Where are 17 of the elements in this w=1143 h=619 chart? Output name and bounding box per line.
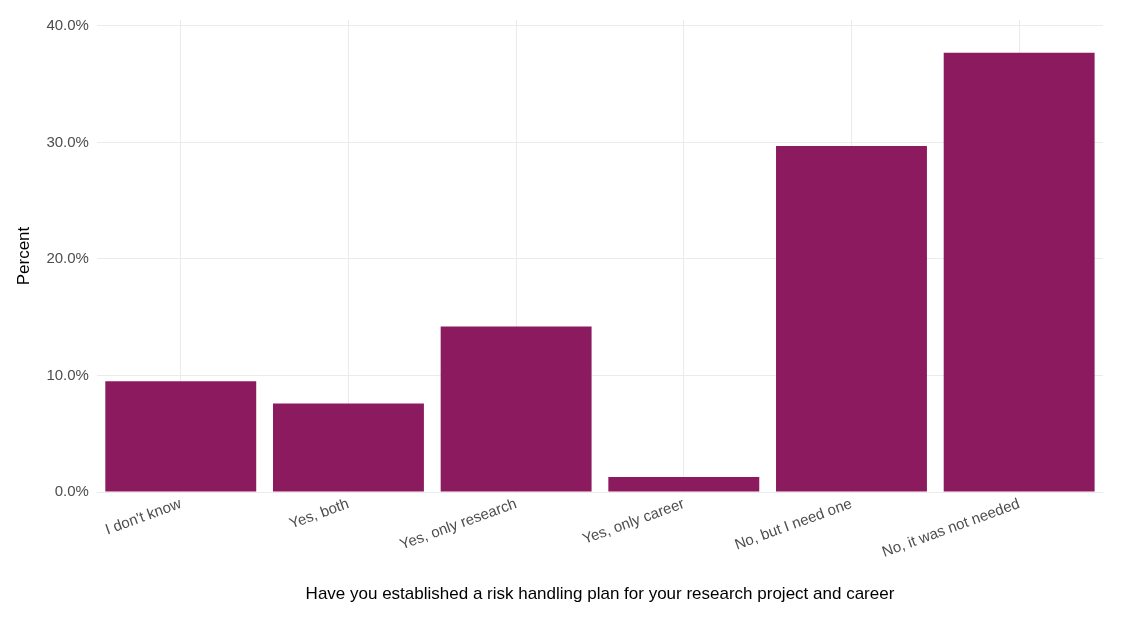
y-axis-title: Percent	[13, 226, 33, 286]
x-tick-label: Yes, only career	[579, 494, 687, 547]
y-tick-label: 0.0%	[54, 482, 89, 500]
bar	[943, 52, 1095, 492]
bar	[608, 476, 760, 492]
y-tick-label: 10.0%	[46, 365, 89, 383]
y-tick-label: 20.0%	[46, 249, 89, 267]
y-tick-label: 40.0%	[46, 15, 89, 33]
bar	[272, 403, 424, 492]
y-tick-label: 30.0%	[46, 132, 89, 150]
x-axis-title: Have you established a risk handling plan for your research project and career	[305, 584, 895, 604]
bar	[440, 326, 592, 492]
x-tick-label: I don't know	[102, 494, 184, 538]
x-tick-label: Yes, both	[286, 494, 351, 532]
bar	[105, 381, 257, 492]
bar	[776, 145, 927, 492]
x-tick-label: No, but I need one	[732, 494, 854, 553]
